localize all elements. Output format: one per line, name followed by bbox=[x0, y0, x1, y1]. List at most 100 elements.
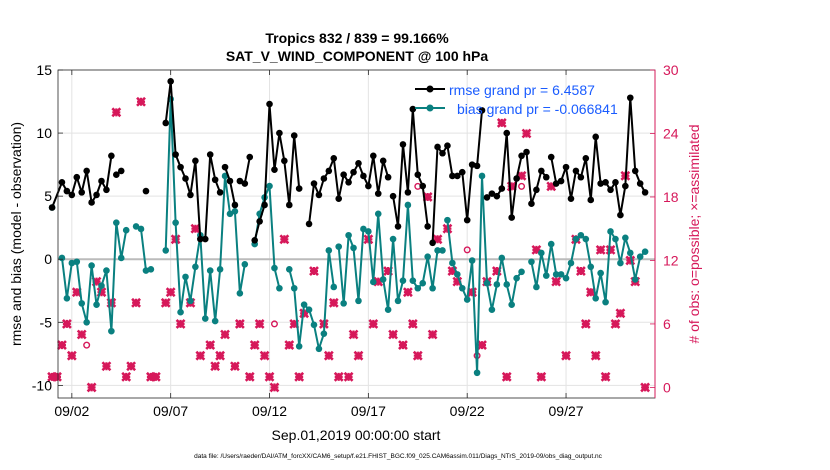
obs-assimilated-plus bbox=[611, 319, 620, 328]
bias-point bbox=[330, 283, 338, 291]
obs-assimilated-marker bbox=[220, 329, 230, 340]
bias-point bbox=[394, 297, 402, 305]
rmse-point bbox=[320, 175, 328, 182]
obs-assimilated-plus bbox=[537, 372, 546, 381]
rmse-point bbox=[236, 177, 244, 185]
bias-point bbox=[335, 243, 343, 250]
obs-assimilated-marker bbox=[57, 340, 67, 351]
rmse-series bbox=[48, 78, 649, 247]
bias-point bbox=[360, 225, 367, 233]
bias-point bbox=[503, 281, 511, 288]
obs-assimilated-marker bbox=[121, 371, 132, 382]
obs-assimilated-marker bbox=[101, 361, 112, 372]
obs-possible-marker bbox=[468, 288, 476, 296]
rmse-point bbox=[444, 142, 451, 149]
bias-point bbox=[518, 268, 525, 276]
y-right-tick-label: 18 bbox=[663, 189, 679, 205]
obs-assimilated-plus bbox=[235, 319, 244, 328]
plot-area: 09/02 09/07 09/12 09/17 09/22 09/27 -10 -5 0 5 10 1… bbox=[32, 62, 679, 419]
obs-assimilated-plus bbox=[517, 171, 526, 180]
bias-point bbox=[528, 258, 535, 266]
rmse-point bbox=[192, 157, 199, 165]
bias-point bbox=[607, 228, 614, 235]
obs-assimilated-plus bbox=[196, 351, 205, 360]
rmse-point bbox=[577, 173, 585, 181]
obs-assimilated-plus bbox=[57, 341, 66, 350]
obs-assimilated-plus bbox=[53, 372, 62, 381]
rmse-point bbox=[315, 191, 323, 199]
bias-point bbox=[295, 342, 303, 350]
obs-possible-marker bbox=[83, 341, 91, 349]
bias-point bbox=[434, 247, 441, 254]
rmse-line-seg4 bbox=[164, 80, 222, 240]
rmse-point bbox=[597, 180, 604, 187]
obs-assimilated-plus bbox=[591, 351, 600, 360]
obs-assimilated-plus bbox=[206, 341, 215, 350]
obs-assimilated-marker bbox=[610, 319, 621, 329]
obs-assimilated-marker bbox=[580, 319, 591, 329]
bias-point bbox=[182, 273, 189, 281]
bias-point bbox=[73, 258, 81, 266]
rmse-point bbox=[449, 172, 456, 180]
bias-point bbox=[419, 279, 427, 287]
obs-assimilated-marker bbox=[309, 266, 319, 276]
rmse-point bbox=[636, 180, 644, 187]
obs-assimilated-plus bbox=[428, 330, 437, 339]
bias-point bbox=[602, 298, 609, 306]
obs-assimilated-marker bbox=[66, 350, 77, 361]
rmse-point bbox=[374, 190, 382, 197]
bias-point bbox=[641, 248, 649, 255]
obs-assimilated-marker bbox=[205, 340, 216, 351]
rmse-point bbox=[612, 178, 619, 186]
bias-point bbox=[122, 226, 130, 234]
obs-assimilated-plus bbox=[413, 351, 422, 360]
bias-point bbox=[276, 284, 283, 292]
bias-point bbox=[468, 257, 476, 264]
obs-assimilated-marker bbox=[348, 329, 359, 340]
obs-assimilated-plus bbox=[349, 330, 358, 339]
obs-assimilated-marker bbox=[284, 340, 295, 351]
rmse-point bbox=[310, 180, 318, 187]
bias-point bbox=[444, 216, 451, 224]
bias-point bbox=[137, 225, 145, 233]
bias-point bbox=[557, 271, 565, 278]
obs-assimilated-marker bbox=[249, 340, 260, 351]
rmse-point bbox=[557, 177, 565, 185]
obs-assimilated-plus bbox=[77, 330, 86, 339]
obs-assimilated-plus bbox=[552, 277, 561, 286]
x-tick-label: 09/07 bbox=[153, 403, 188, 419]
obs-assimilated-plus bbox=[122, 372, 131, 381]
bias-point bbox=[567, 259, 575, 267]
bias-point bbox=[315, 345, 323, 353]
obs-assimilated-plus bbox=[270, 383, 279, 392]
obs-assimilated-plus bbox=[280, 235, 289, 244]
rmse-point bbox=[221, 163, 229, 171]
obs-assimilated-plus bbox=[151, 372, 160, 381]
obs-assimilated-marker bbox=[407, 319, 418, 329]
obs-assimilated-plus bbox=[250, 341, 259, 350]
bias-point bbox=[463, 296, 471, 303]
legend-bias-marker bbox=[426, 104, 434, 112]
bias-point bbox=[562, 274, 570, 282]
rmse-point bbox=[177, 163, 184, 171]
rmse-point bbox=[305, 220, 313, 228]
rmse-point bbox=[226, 177, 234, 185]
rmse-point bbox=[325, 167, 333, 175]
obs-assimilated-marker bbox=[600, 371, 611, 382]
rmse-point bbox=[98, 177, 105, 185]
rmse-point bbox=[399, 141, 407, 148]
bias-point bbox=[340, 300, 347, 307]
obs-assimilated-plus bbox=[369, 319, 378, 328]
bias-point bbox=[577, 231, 585, 239]
bias-point bbox=[493, 281, 501, 288]
obs-assimilated-marker bbox=[259, 350, 270, 361]
rmse-point bbox=[83, 167, 90, 175]
bias-point bbox=[389, 235, 397, 243]
y-right-tick-label: 0 bbox=[663, 379, 671, 395]
bias-point bbox=[98, 282, 105, 290]
rmse-point bbox=[271, 166, 278, 173]
bias-point bbox=[147, 266, 155, 273]
rmse-point bbox=[458, 168, 466, 176]
bias-point bbox=[488, 306, 496, 313]
obs-assimilated-plus bbox=[606, 245, 615, 254]
